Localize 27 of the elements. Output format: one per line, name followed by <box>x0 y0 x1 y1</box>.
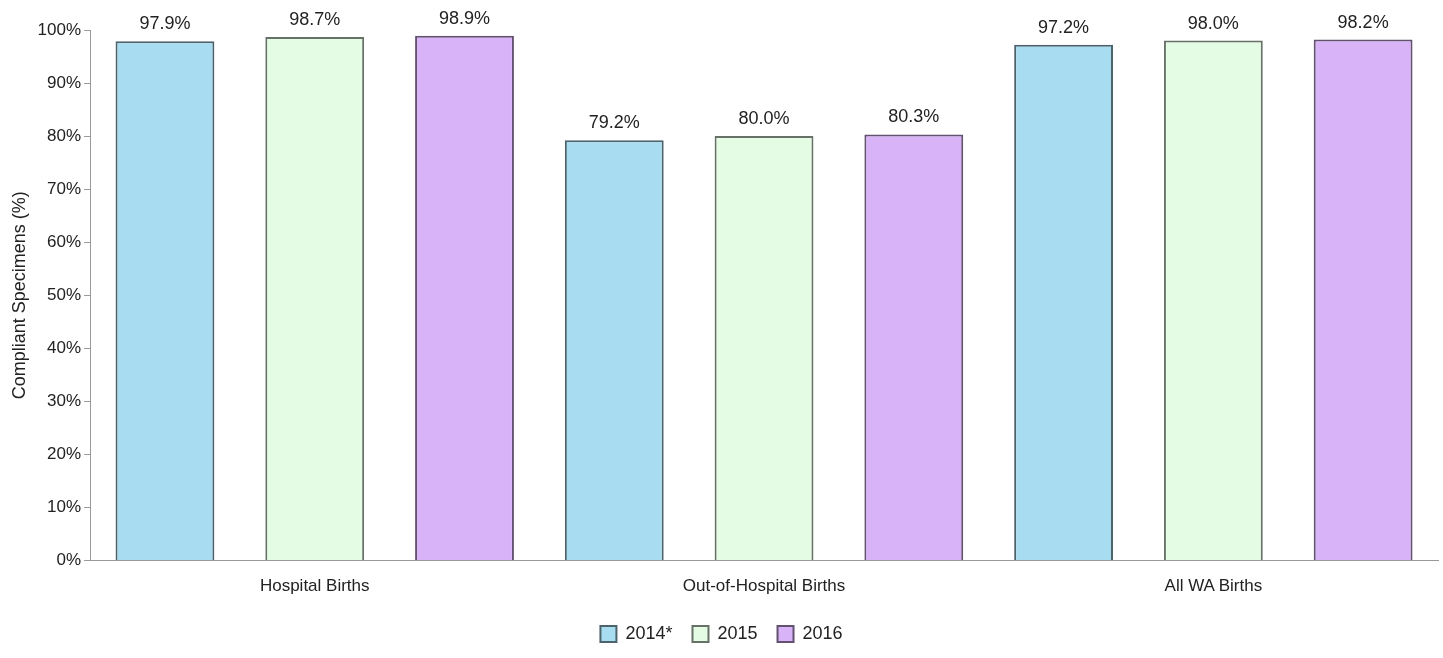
y-tick-label: 80% <box>47 125 82 145</box>
data-label: 98.0% <box>1187 12 1239 33</box>
y-tick-label: 100% <box>37 19 82 39</box>
legend-label: 2015 <box>717 622 758 643</box>
y-tick-label: 10% <box>47 497 82 517</box>
data-label: 97.9% <box>139 13 191 34</box>
y-axis-title: Compliant Specimens (%) <box>8 191 29 400</box>
y-tick-label: 70% <box>47 178 82 198</box>
y-tick-label: 0% <box>56 550 82 570</box>
data-label: 80.3% <box>888 106 940 127</box>
legend-label: 2014* <box>625 622 673 643</box>
data-label: 79.2% <box>588 112 640 133</box>
data-label: 98.7% <box>289 8 341 29</box>
data-label: 98.9% <box>438 7 491 28</box>
y-tick-label: 60% <box>47 231 82 251</box>
x-tick-label: All WA Births <box>1164 576 1263 596</box>
data-label: 98.2% <box>1337 11 1389 32</box>
data-label: 80.0% <box>738 108 790 129</box>
y-tick-label: 30% <box>47 391 82 411</box>
y-tick-label: 90% <box>47 72 82 92</box>
x-tick-label: Out-of-Hospital Births <box>682 576 846 596</box>
y-tick-label: 40% <box>47 338 82 358</box>
data-label: 97.2% <box>1038 16 1090 37</box>
x-tick-label: Hospital Births <box>259 576 370 596</box>
legend-label: 2016 <box>802 622 843 643</box>
y-tick-label: 20% <box>47 444 82 464</box>
y-tick-label: 50% <box>47 284 82 304</box>
